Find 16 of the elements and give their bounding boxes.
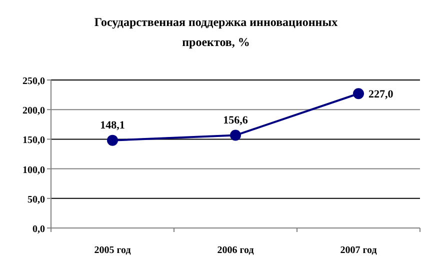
x-tick-label: 2005 год: [94, 245, 131, 256]
x-tick-label: 2007 год: [340, 245, 377, 256]
y-tick-label: 0,0: [32, 224, 45, 235]
point: [230, 130, 241, 141]
y-tick-label: 150,0: [22, 135, 45, 146]
data-label: 227,0: [368, 88, 394, 101]
y-tick-label: 100,0: [22, 164, 45, 176]
data-label: 156,6: [223, 114, 248, 126]
y-tick-label: 250,0: [22, 76, 45, 87]
y-tick-label: 200,0: [22, 106, 45, 117]
chart-title: Государственная поддержка инновационных проектов, %: [94, 15, 338, 49]
data-label: 148,1: [100, 119, 125, 132]
point: [107, 134, 118, 146]
point: [353, 88, 364, 100]
x-tick-label: 2006 год: [217, 245, 254, 256]
y-tick-label: 50,0: [28, 194, 45, 206]
